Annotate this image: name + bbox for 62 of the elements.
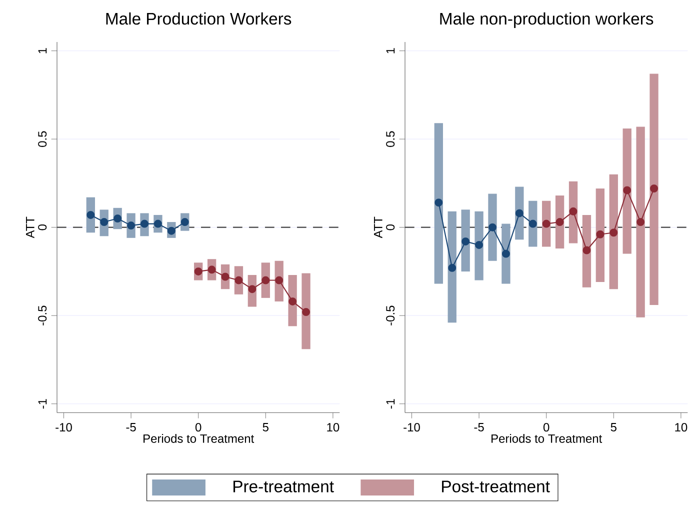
point: [582, 246, 591, 254]
point: [167, 226, 176, 235]
point: [475, 240, 484, 249]
x-tick-label: 5: [610, 423, 616, 432]
x-tick-label: 5: [262, 423, 268, 432]
point: [542, 220, 550, 228]
text: Pre-treatment: [233, 480, 334, 492]
point: [140, 220, 148, 228]
x-tick-label: 10: [327, 423, 340, 432]
x-axis-title: Periods to Treatment: [492, 434, 602, 443]
y-tick-label: -0.5: [386, 306, 395, 326]
y-tick-label: 0: [38, 224, 47, 230]
point: [610, 228, 618, 237]
point: [556, 218, 564, 226]
text: Post-treatment: [442, 480, 550, 492]
x-tick-label: -10: [404, 423, 420, 432]
point: [528, 220, 537, 228]
point: [208, 266, 216, 274]
point: [194, 267, 202, 276]
chart-title: Male non-production workers: [440, 12, 654, 28]
x-tick-label: 0: [543, 423, 550, 432]
x-tick-label: 10: [675, 423, 688, 432]
y-axis-title: ATT: [374, 216, 382, 238]
x-tick-label: 0: [195, 423, 202, 432]
y-tick-label: -0.5: [38, 306, 47, 326]
y-tick-label: 0: [386, 224, 395, 230]
point: [488, 223, 496, 232]
point: [302, 308, 310, 316]
y-tick-label: 0.5: [38, 131, 47, 147]
point: [180, 218, 189, 226]
point: [462, 237, 470, 246]
point: [154, 220, 162, 228]
point: [623, 186, 632, 194]
point: [596, 230, 604, 238]
y-tick-label: 1: [38, 48, 47, 54]
x-tick-label: -5: [474, 423, 484, 432]
point: [515, 209, 524, 218]
point: [262, 276, 270, 284]
point: [221, 272, 230, 281]
point: [650, 184, 658, 192]
point: [448, 264, 456, 272]
point: [636, 218, 645, 226]
point: [114, 214, 122, 222]
y-axis-title: ATT: [26, 216, 34, 238]
point: [569, 207, 578, 216]
point: [127, 222, 136, 230]
point: [248, 285, 256, 294]
point: [434, 198, 443, 207]
x-tick-label: -10: [56, 423, 72, 432]
chart-title: Male Production Workers: [106, 12, 292, 25]
x-axis-title: Periods to Treatment: [144, 434, 254, 443]
point: [234, 276, 243, 284]
y-tick-label: 1: [386, 48, 395, 54]
point: [502, 250, 510, 258]
y-tick-label: -1: [386, 399, 395, 409]
y-tick-label: 0.5: [386, 131, 395, 147]
point: [86, 210, 95, 219]
x-tick-label: -5: [126, 423, 136, 432]
point: [100, 218, 108, 226]
y-tick-label: -1: [38, 399, 47, 409]
point: [275, 276, 284, 284]
point: [288, 297, 297, 306]
